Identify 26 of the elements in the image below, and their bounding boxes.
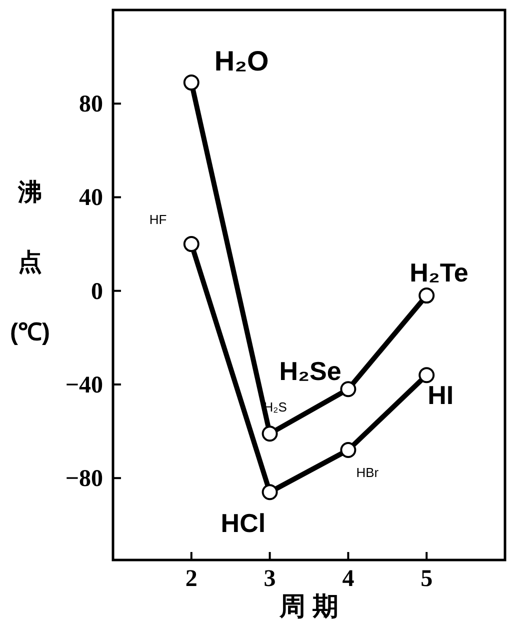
annotation: H₂Te [410, 258, 468, 288]
point [340, 442, 356, 458]
point [183, 74, 200, 91]
annotation: HBr [356, 465, 380, 480]
point [262, 426, 278, 442]
x-axis-title: 周 期 [278, 591, 339, 621]
point [340, 381, 356, 398]
point [418, 367, 435, 384]
text: 沸点(℃) [10, 179, 50, 346]
annotation: HI [428, 380, 454, 410]
y-tick-label: 80 [79, 92, 103, 118]
y-tick-label: 0 [91, 278, 103, 305]
point [418, 288, 435, 304]
x-tick-label: 4 [342, 566, 354, 592]
x-tick-label: 3 [264, 566, 276, 592]
x-tick-label: 5 [420, 566, 433, 592]
point [262, 484, 278, 500]
y-tick-label: 40 [79, 185, 103, 212]
annotation: HCl [220, 508, 266, 538]
y-tick-label: −40 [65, 372, 103, 398]
x-tick-label: 2 [185, 566, 198, 592]
annotation: HF [149, 212, 167, 228]
y-tick-label: −80 [65, 466, 103, 492]
annotation: H₂O [214, 46, 269, 77]
annotation: H₂Se [279, 356, 342, 386]
point [183, 236, 200, 252]
